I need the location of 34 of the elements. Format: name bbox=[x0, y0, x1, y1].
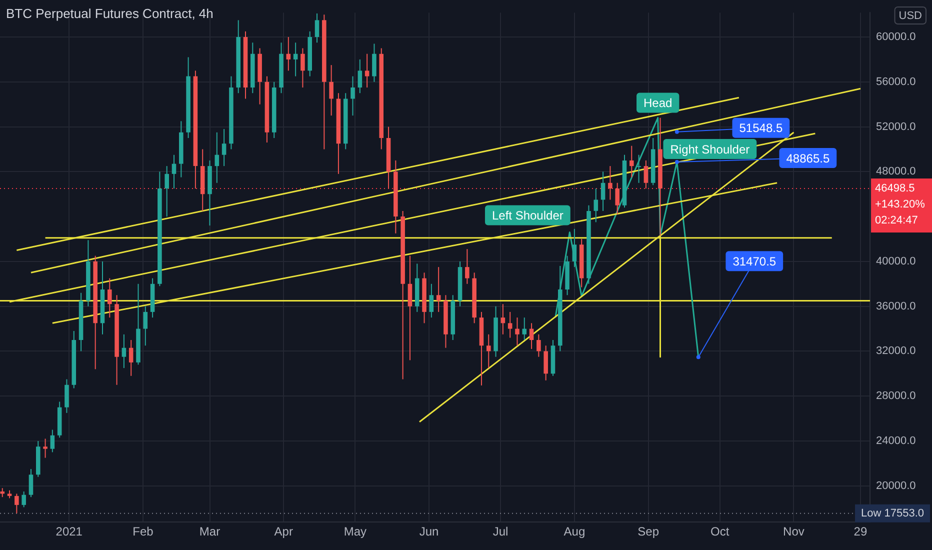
y-tick-label: 48000.0 bbox=[876, 166, 916, 178]
x-tick-label: Feb bbox=[132, 524, 154, 539]
x-tick-label: 29 bbox=[854, 524, 868, 539]
x-tick-label: Nov bbox=[783, 524, 804, 539]
x-tick-label: Mar bbox=[199, 524, 220, 539]
annotation: Head bbox=[644, 96, 672, 110]
text: +143.20% bbox=[875, 198, 926, 211]
x-tick-label: Apr bbox=[274, 524, 293, 539]
x-tick-label: Jun bbox=[419, 524, 439, 539]
annotation: Right Shoulder bbox=[670, 142, 750, 156]
annotation: Left Shoulder bbox=[492, 208, 564, 223]
y-tick-label: 40000.0 bbox=[876, 255, 916, 268]
y-axis-title: USD bbox=[898, 10, 922, 22]
y-tick-label: 28000.0 bbox=[876, 390, 916, 402]
x-tick-label: May bbox=[344, 524, 366, 539]
x-tick-label: Oct bbox=[710, 524, 730, 539]
y-tick-label: 24000.0 bbox=[876, 435, 916, 448]
x-tick-label: 2021 bbox=[56, 524, 83, 539]
y-tick-label: 32000.0 bbox=[876, 345, 916, 358]
ref-line-label: 46498.5 bbox=[875, 182, 915, 195]
y-tick-label: 20000.0 bbox=[876, 480, 916, 492]
x-tick-label: Jul bbox=[492, 524, 508, 539]
annotation: 51548.5 bbox=[739, 121, 783, 136]
ref-line-label: Low 17553.0 bbox=[861, 507, 924, 520]
x-tick-label: Sep bbox=[638, 524, 660, 539]
chart-title: BTC Perpetual Futures Contract, 4h bbox=[6, 6, 214, 22]
annotation: 31470.5 bbox=[732, 254, 776, 268]
text: 02:24:47 bbox=[875, 214, 918, 227]
annotation: 48865.5 bbox=[786, 151, 830, 166]
y-tick-label: 56000.0 bbox=[876, 76, 916, 88]
y-tick-label: 36000.0 bbox=[876, 300, 916, 312]
y-tick-label: 60000.0 bbox=[876, 31, 916, 44]
y-tick-label: 52000.0 bbox=[876, 120, 916, 133]
x-tick-label: Aug bbox=[564, 524, 586, 539]
